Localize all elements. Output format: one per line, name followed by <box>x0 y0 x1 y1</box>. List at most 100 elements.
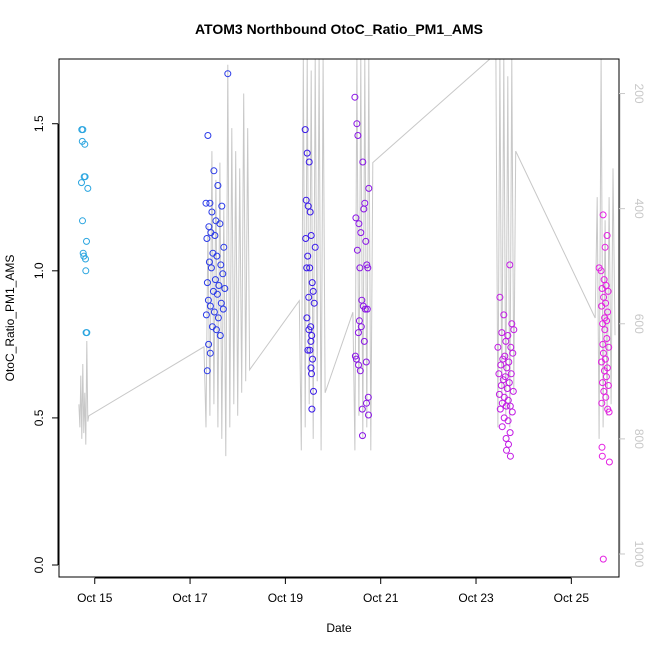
data-point-s1-2 <box>214 182 222 189</box>
data-point-s3-11 <box>353 246 361 254</box>
data-point-s2-1 <box>303 149 311 157</box>
data-point-s1-4 <box>202 199 210 207</box>
data-point-s1-39 <box>224 70 232 78</box>
data-point-s2-22 <box>306 346 314 354</box>
data-point-s1-0 <box>204 132 212 139</box>
data-point-s5-7 <box>598 285 606 292</box>
data-point-s4-13 <box>505 358 513 366</box>
data-point-s4-8 <box>507 343 515 351</box>
data-point-s1-31 <box>202 311 210 319</box>
data-point-s2-21 <box>304 346 312 354</box>
data-point-s2-7 <box>302 235 310 242</box>
data-point-s4-4 <box>510 326 518 334</box>
data-point-s5-26 <box>599 379 606 387</box>
data-point-s0-9 <box>83 237 90 245</box>
data-point-s2-10 <box>306 264 314 272</box>
y2-tick-label-4: 1000 <box>632 541 646 568</box>
data-point-s3-29 <box>363 399 370 407</box>
data-point-s3-21 <box>354 329 362 337</box>
data-point-s2-26 <box>310 387 317 395</box>
data-point-s4-9 <box>494 343 502 351</box>
data-point-s2-18 <box>305 326 313 334</box>
data-point-s0-1 <box>79 126 87 134</box>
data-point-s3-1 <box>353 120 361 128</box>
data-point-s3-18 <box>363 305 371 313</box>
data-point-s1-20 <box>211 276 219 284</box>
data-point-s3-23 <box>351 352 359 360</box>
y-tick-label-0: 0.0 <box>32 556 46 573</box>
data-point-s2-13 <box>309 287 317 295</box>
data-point-s3-20 <box>357 323 365 331</box>
data-point-s1-26 <box>204 296 212 304</box>
data-point-s3-9 <box>357 229 365 237</box>
data-point-s3-24 <box>352 355 360 363</box>
data-point-s5-0 <box>599 211 607 219</box>
data-point-s1-30 <box>210 308 218 316</box>
data-point-s3-14 <box>356 264 364 272</box>
data-point-s2-2 <box>305 158 313 166</box>
data-point-s2-12 <box>308 279 316 287</box>
y-tick-label-1: 0.5 <box>32 409 46 426</box>
data-point-s4-30 <box>496 405 504 413</box>
data-point-s2-5 <box>306 208 314 216</box>
data-point-s5-12 <box>604 308 612 316</box>
data-point-s5-4 <box>597 267 605 275</box>
data-point-s5-24 <box>600 367 608 375</box>
data-point-s3-4 <box>365 184 373 192</box>
x-tick-label-1: Oct 17 <box>172 591 208 605</box>
y-tick-label-3: 1.5 <box>32 115 46 132</box>
x-tick-label-0: Oct 15 <box>77 591 113 605</box>
data-point-s2-20 <box>307 337 315 345</box>
chart-title: ATOM3 Northbound OtoC_Ratio_PM1_AMS <box>195 21 483 37</box>
data-point-s2-3 <box>302 196 310 204</box>
data-point-s1-19 <box>219 270 227 278</box>
data-point-s4-14 <box>497 361 505 369</box>
data-point-s1-17 <box>217 261 225 269</box>
x-tick-label-2: Oct 19 <box>268 591 304 605</box>
data-point-s1-25 <box>213 290 221 298</box>
data-point-s4-3 <box>508 320 516 328</box>
data-point-s1-27 <box>217 299 225 307</box>
plot-frame <box>58 58 620 578</box>
data-point-s1-13 <box>220 243 228 251</box>
data-point-s4-20 <box>505 379 513 387</box>
data-point-s5-2 <box>601 243 609 251</box>
data-point-s1-38 <box>203 367 211 375</box>
data-point-s5-8 <box>604 287 612 295</box>
data-point-s4-31 <box>508 408 516 416</box>
data-point-s5-19 <box>605 343 613 351</box>
data-point-s5-18 <box>599 340 607 348</box>
y2-tick-label-1: 400 <box>632 199 646 219</box>
data-point-s4-23 <box>509 387 517 395</box>
data-point-s3-2 <box>354 132 362 139</box>
data-point-s0-7 <box>84 184 92 192</box>
data-point-s1-32 <box>214 314 222 322</box>
data-point-s1-28 <box>206 302 214 310</box>
y2-tick-label-3: 800 <box>632 429 646 449</box>
y2-tick-label-2: 600 <box>632 314 646 334</box>
data-point-s3-13 <box>364 264 372 272</box>
data-point-s5-32 <box>605 408 613 416</box>
data-point-s1-23 <box>221 285 229 292</box>
data-point-s4-37 <box>505 440 512 448</box>
data-point-s5-11 <box>598 302 606 310</box>
data-point-s5-35 <box>605 458 613 466</box>
data-point-s4-7 <box>502 337 510 345</box>
y2-tick-label-0: 200 <box>632 84 646 104</box>
data-point-s5-5 <box>600 276 608 284</box>
data-point-s4-36 <box>502 435 510 442</box>
x-tick-label-5: Oct 25 <box>554 591 590 605</box>
data-point-s0-3 <box>81 140 89 148</box>
data-point-s1-11 <box>211 232 219 239</box>
data-point-s3-32 <box>359 432 366 440</box>
data-point-s4-35 <box>506 429 514 437</box>
data-point-s2-16 <box>303 314 311 322</box>
data-point-s1-18 <box>207 264 215 272</box>
data-point-s2-9 <box>304 252 312 260</box>
data-point-s2-23 <box>309 355 316 363</box>
y-tick-label-2: 1.0 <box>32 262 46 279</box>
data-point-s1-9 <box>205 223 213 231</box>
data-point-s0-13 <box>82 267 90 275</box>
data-point-s1-16 <box>205 258 213 266</box>
data-point-s1-12 <box>203 235 211 242</box>
